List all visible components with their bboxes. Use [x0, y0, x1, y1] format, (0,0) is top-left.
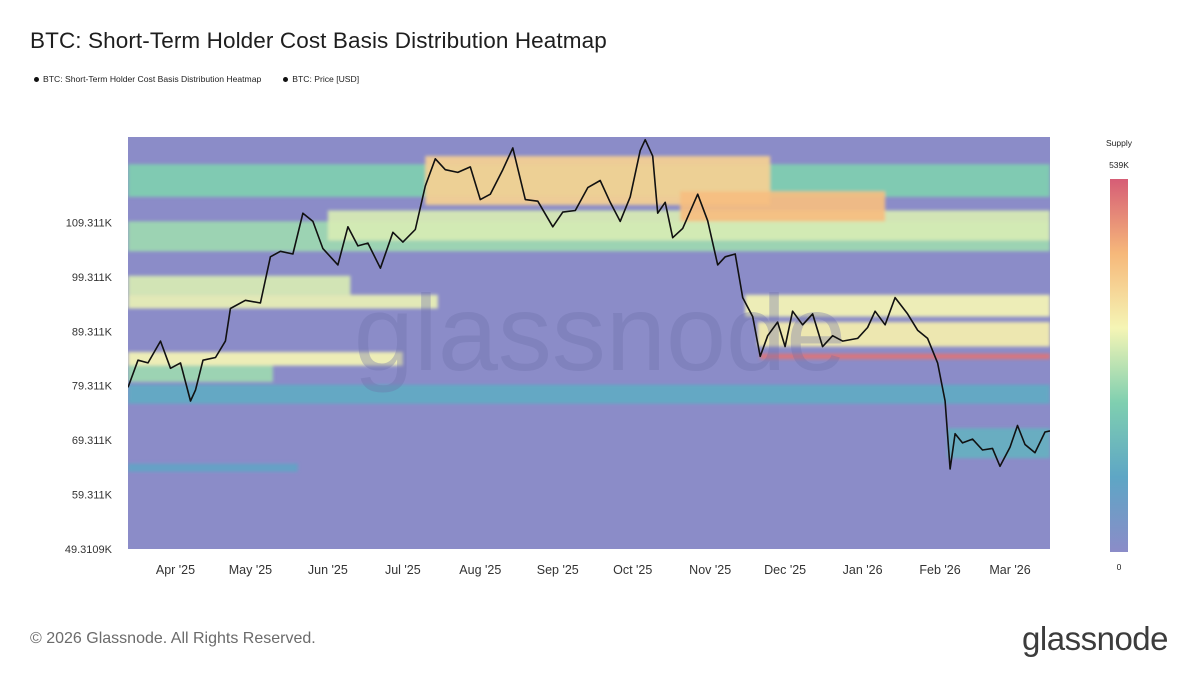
legend-item-price[interactable]: BTC: Price [USD] [283, 74, 359, 84]
x-tick-label-2: Jun '25 [308, 563, 348, 577]
cost-basis-band-3 [128, 275, 351, 295]
cost-basis-band-9 [760, 353, 1050, 360]
y-tick-label-3: 79.311K [72, 381, 113, 393]
brand-logo: glassnode [1022, 620, 1168, 657]
x-tick-label-10: Feb '26 [919, 563, 960, 577]
price-line[interactable] [128, 138, 1050, 470]
cost-basis-band-6 [680, 191, 886, 222]
legend-label-heatmap: BTC: Short-Term Holder Cost Basis Distri… [43, 74, 262, 84]
cost-basis-bands [128, 156, 1050, 472]
y-tick-label-6: 49.3109K [65, 544, 113, 556]
watermark-text: glassnode [354, 272, 846, 393]
legend-item-heatmap[interactable]: BTC: Short-Term Holder Cost Basis Distri… [34, 74, 261, 84]
x-tick-label-5: Sep '25 [537, 563, 579, 577]
y-tick-label-1: 99.311K [72, 272, 113, 284]
legend-label-price: BTC: Price [USD] [292, 74, 360, 84]
chart-legend: BTC: Short-Term Holder Cost Basis Distri… [34, 74, 359, 84]
x-tick-label-1: May '25 [229, 563, 272, 577]
cost-basis-band-13 [947, 428, 1050, 459]
cost-basis-band-10 [128, 352, 403, 366]
x-tick-label-0: Apr '25 [156, 563, 195, 577]
x-tick-label-9: Jan '26 [843, 563, 883, 577]
chart-title: BTC: Short-Term Holder Cost Basis Distri… [30, 28, 607, 53]
y-tick-label-2: 89.311K [72, 326, 113, 338]
colorbar-min-label: 0 [1117, 562, 1122, 572]
y-tick-label-0: 109.311K [66, 217, 113, 229]
x-axis: Apr '25 May '25 Jun '25 Jul '25 Aug '25 Sep '… [156, 563, 1031, 577]
x-tick-label-6: Oct '25 [613, 563, 652, 577]
cost-basis-band-12 [128, 384, 1050, 404]
cost-basis-band-7 [745, 294, 1050, 317]
x-tick-label-11: Mar '26 [989, 563, 1030, 577]
y-axis: 109.311K 99.311K 89.311K 79.311K 69.311K 59.3… [65, 217, 113, 556]
x-tick-label-7: Nov '25 [689, 563, 731, 577]
colorbar-title: Supply [1106, 138, 1133, 148]
x-tick-label-3: Jul '25 [385, 563, 421, 577]
legend-marker-heatmap [34, 76, 39, 82]
colorbar-gradient [1110, 179, 1128, 552]
legend-marker-price [283, 76, 289, 82]
y-tick-label-4: 69.311K [72, 435, 113, 447]
copyright-footer: © 2026 Glassnode. All Rights Reserved. [30, 630, 316, 647]
cost-basis-band-4 [128, 294, 438, 309]
cost-basis-band-11 [128, 365, 273, 382]
cost-basis-band-14 [128, 463, 298, 472]
y-tick-label-5: 59.311K [72, 490, 113, 502]
colorbar-max-label: 539K [1109, 160, 1129, 170]
x-tick-label-4: Aug '25 [459, 563, 501, 577]
cost-basis-band-8 [757, 322, 1050, 347]
colorbar: Supply 539K 0 [1106, 138, 1133, 572]
x-tick-label-8: Dec '25 [764, 563, 806, 577]
